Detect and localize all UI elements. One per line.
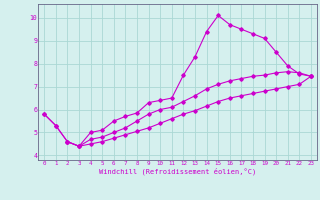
X-axis label: Windchill (Refroidissement éolien,°C): Windchill (Refroidissement éolien,°C) bbox=[99, 168, 256, 175]
